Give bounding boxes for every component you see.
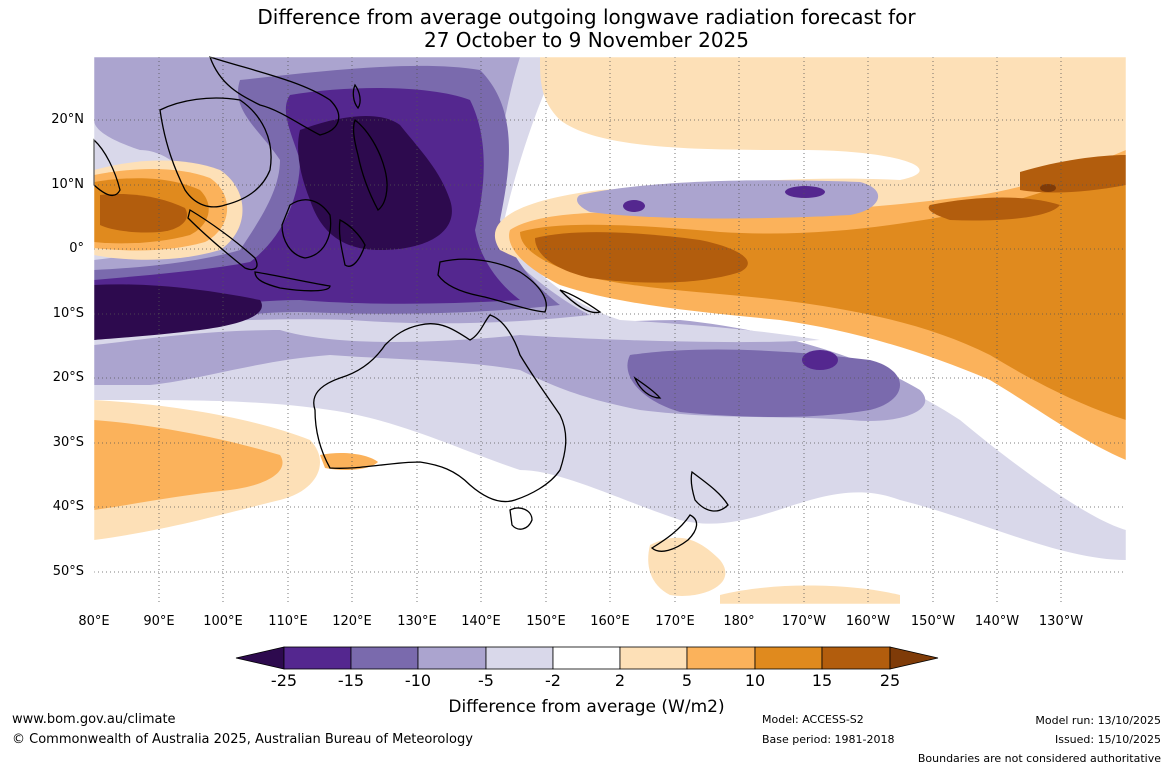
lon-label-170w: 170°W [781, 614, 827, 629]
lat-label-0: 0° [69, 241, 84, 256]
lon-label-80e: 80°E [78, 614, 110, 629]
colorbar-swatch-5 [552, 646, 621, 670]
footer-copyright: © Commonwealth of Australia 2025, Austra… [12, 732, 473, 747]
lon-label-90e: 90°E [143, 614, 175, 629]
map-frame [93, 56, 1127, 605]
lon-label-100e: 100°E [203, 614, 243, 629]
coast-philippines [352, 118, 388, 211]
colorbar-tick-label: 2 [614, 671, 626, 690]
colorbar-swatch-7 [686, 646, 756, 670]
colorbar-swatch-1 [283, 646, 352, 670]
coast-tasmania [509, 507, 533, 530]
shade-south-indian-orange [94, 420, 283, 510]
shade-pacific-brown [535, 232, 748, 283]
coast-borneo [281, 199, 332, 259]
footer-model: Model: ACCESS-S2 [762, 713, 864, 726]
colorbar-swatch-2 [350, 646, 419, 670]
lat-label-50s: 50°S [52, 564, 84, 579]
shade-maritime-darkest-purple [298, 115, 452, 251]
colorbar-swatch-9 [821, 646, 891, 670]
coast-solomons [559, 289, 602, 314]
lon-label-140e: 140°E [461, 614, 501, 629]
lon-label-120e: 120°E [332, 614, 372, 629]
lon-label-140w: 140°W [974, 614, 1020, 629]
footer-website[interactable]: www.bom.gov.au/climate [12, 712, 176, 727]
coast-china [208, 55, 340, 136]
lon-label-180: 180° [723, 614, 755, 629]
colorbar-tick-label: -2 [545, 671, 561, 690]
shade-pacific-brown-east [928, 197, 1060, 221]
colorbar-title: Difference from average (W/m2) [448, 697, 725, 717]
coastlines [93, 55, 729, 552]
lon-label-130w: 130°W [1038, 614, 1084, 629]
footer-issued: Issued: 15/10/2025 [1054, 733, 1161, 746]
lon-label-150w: 150°W [910, 614, 956, 629]
lat-label-20s: 20°S [52, 370, 84, 385]
coast-new-guinea [437, 258, 547, 313]
shade-north-pacific-dark-purple-2 [785, 186, 825, 198]
coast-sulawesi [338, 219, 366, 267]
colorbar-swatch-4 [485, 646, 554, 670]
lon-label-110e: 110°E [268, 614, 308, 629]
colorbar-swatch-8 [754, 646, 823, 670]
lat-label-30s: 30°S [52, 435, 84, 450]
graticule [94, 57, 1126, 604]
lon-label-150e: 150°E [526, 614, 566, 629]
shade-indian-darkest-purple [94, 284, 262, 340]
lon-label-160e: 160°E [590, 614, 630, 629]
footer-model-run: Model run: 13/10/2025 [1035, 714, 1161, 727]
shade-pacific-brown-ne [1020, 155, 1126, 193]
shade-bay-bengal-brown [100, 194, 188, 233]
shade-blob-south-dark-purple [802, 350, 838, 370]
coast-australia [313, 314, 567, 503]
colorbar-tick-label: 10 [744, 671, 766, 690]
coast-taiwan [352, 83, 361, 110]
footer-disclaimer: Boundaries are not considered authoritat… [917, 752, 1161, 765]
colorbar-tick-label: -5 [478, 671, 494, 690]
lat-label-10s: 10°S [52, 306, 84, 321]
colorbar-tick-label: -10 [404, 671, 432, 690]
lon-label-170e: 170°E [655, 614, 695, 629]
coast-new-caledonia [633, 376, 662, 399]
colorbar-swatch-6 [619, 646, 688, 670]
coast-new-zealand-north [690, 470, 729, 512]
map-title-line1: Difference from average outgoing longwav… [257, 5, 916, 29]
lat-label-20n: 20°N [51, 112, 84, 127]
colorbar-arrow-low [235, 646, 285, 670]
shade-blob-ne-darkest-brown [1040, 184, 1056, 192]
lat-label-10n: 10°N [51, 177, 84, 192]
shade-nz-light-orange [648, 537, 726, 596]
lat-label-40s: 40°S [52, 499, 84, 514]
coast-india [93, 138, 121, 197]
colorbar-tick-label: -25 [270, 671, 298, 690]
colorbar-tick-label: 25 [879, 671, 901, 690]
coast-java [254, 271, 331, 292]
coast-sumatra [187, 208, 258, 271]
colorbar-arrow-high [889, 646, 939, 670]
shade-north-pacific-dark-purple [623, 200, 645, 212]
shade-australia-orange [320, 452, 378, 470]
colorbar-tick-label: -15 [337, 671, 365, 690]
lon-label-130e: 130°E [397, 614, 437, 629]
coast-indochina [159, 97, 272, 208]
colorbar-tick-label: 15 [811, 671, 833, 690]
shade-south-pacific-light-orange [720, 585, 900, 604]
shade-pacific-dark-orange [520, 165, 1126, 420]
shade-band-south-mid-purple [627, 349, 900, 417]
map-title-line2: 27 October to 9 November 2025 [423, 28, 750, 52]
lon-label-160w: 160°W [845, 614, 891, 629]
footer-base-period: Base period: 1981-2018 [762, 733, 895, 746]
olr-anomaly-map [93, 55, 1127, 605]
colorbar-tick-label: 5 [681, 671, 693, 690]
colorbar-swatch-3 [417, 646, 487, 670]
coast-new-zealand-south [650, 514, 698, 552]
